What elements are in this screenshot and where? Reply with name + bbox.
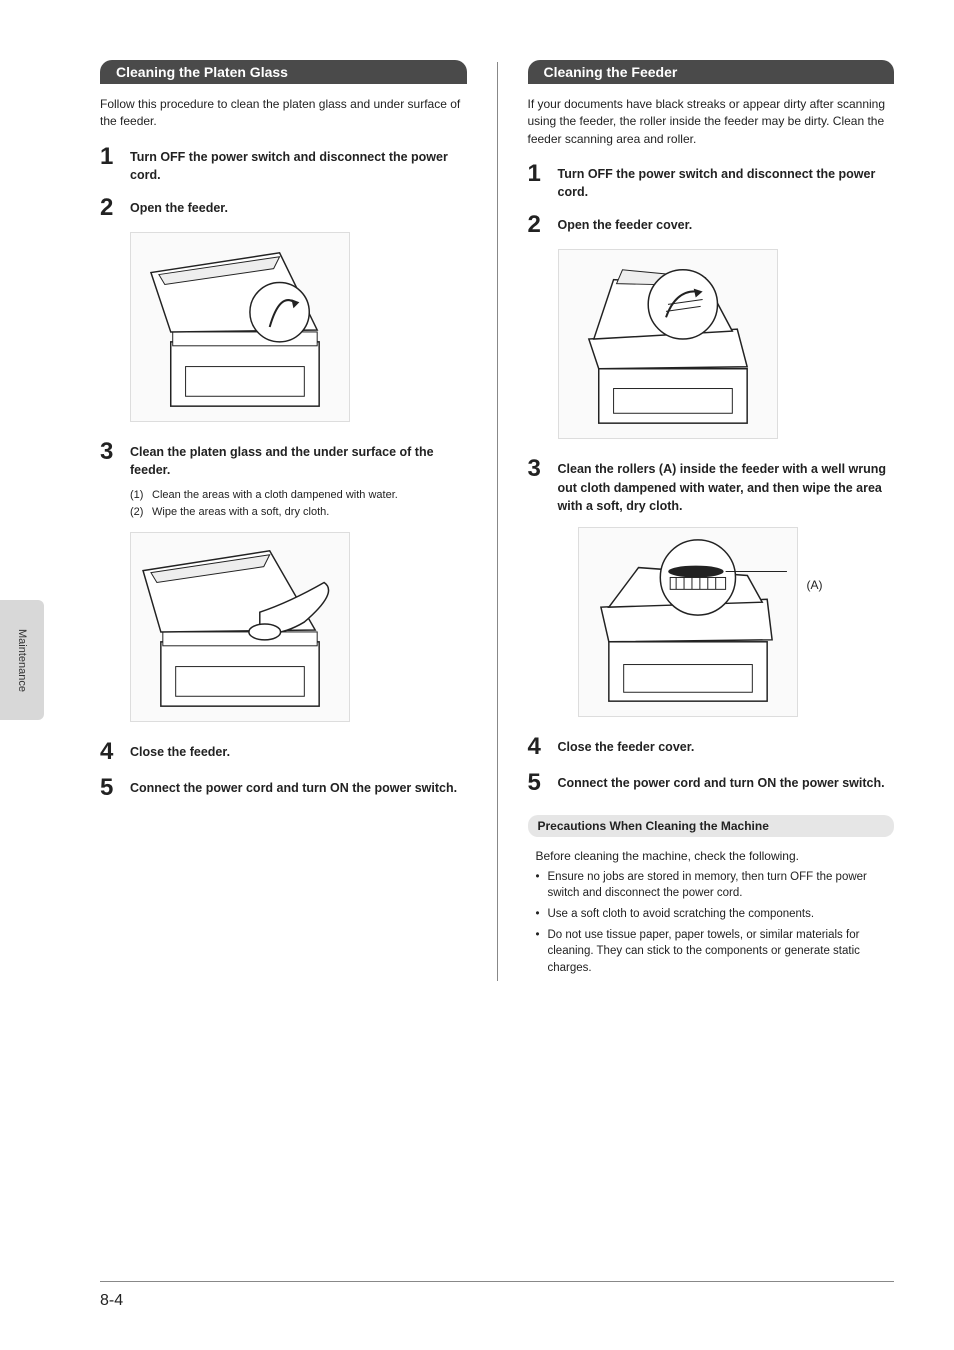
printer-open-feeder-icon <box>131 233 349 421</box>
step-number: 5 <box>100 776 130 800</box>
left-step-2: 2 Open the feeder. <box>100 196 467 220</box>
figure-open-feeder <box>130 232 350 422</box>
step-number: 2 <box>528 213 558 237</box>
printer-clean-platen-icon <box>131 533 349 721</box>
step-title: Turn OFF the power switch and disconnect… <box>130 148 467 184</box>
right-step-1: 1 Turn OFF the power switch and disconne… <box>528 162 895 201</box>
right-step-2: 2 Open the feeder cover. <box>528 213 895 237</box>
step-title: Clean the rollers (A) inside the feeder … <box>558 460 895 514</box>
left-step-3: 3 Clean the platen glass and the under s… <box>100 440 467 520</box>
printer-rollers-icon <box>579 528 797 716</box>
step-number: 2 <box>100 196 130 220</box>
figure-clean-platen <box>130 532 350 722</box>
two-column-layout: Cleaning the Platen Glass Follow this pr… <box>100 60 894 981</box>
left-intro: Follow this procedure to clean the plate… <box>100 96 467 131</box>
right-column: Cleaning the Feeder If your documents ha… <box>528 60 895 981</box>
footer-rule <box>100 1281 894 1282</box>
step-title: Open the feeder cover. <box>558 216 895 234</box>
right-step-3: 3 Clean the rollers (A) inside the feede… <box>528 457 895 514</box>
left-step-5: 5 Connect the power cord and turn ON the… <box>100 776 467 800</box>
right-step-4: 4 Close the feeder cover. <box>528 735 895 759</box>
precautions-item: Use a soft cloth to avoid scratching the… <box>536 906 895 923</box>
sub-n: (1) <box>130 487 152 504</box>
callout-a: (A) <box>807 578 823 592</box>
page: Cleaning the Platen Glass Follow this pr… <box>0 0 954 1350</box>
sub-n: (2) <box>130 504 152 521</box>
section-header-right: Cleaning the Feeder <box>528 60 895 84</box>
left-step-4: 4 Close the feeder. <box>100 740 467 764</box>
left-step-1: 1 Turn OFF the power switch and disconne… <box>100 145 467 184</box>
step-title: Connect the power cord and turn ON the p… <box>130 779 467 797</box>
step-number: 4 <box>528 735 558 759</box>
precautions-item: Ensure no jobs are stored in memory, the… <box>536 869 895 902</box>
precautions-title: Precautions When Cleaning the Machine <box>528 815 895 837</box>
figure-clean-rollers: (A) <box>578 527 798 717</box>
right-intro: If your documents have black streaks or … <box>528 96 895 148</box>
step-number: 3 <box>100 440 130 520</box>
step-number: 5 <box>528 771 558 795</box>
left-column: Cleaning the Platen Glass Follow this pr… <box>100 60 467 981</box>
step-number: 1 <box>100 145 130 184</box>
substeps: (1)Clean the areas with a cloth dampened… <box>130 487 467 520</box>
figure-open-feeder-cover <box>558 249 778 439</box>
right-step-5: 5 Connect the power cord and turn ON the… <box>528 771 895 795</box>
step-number: 1 <box>528 162 558 201</box>
step-title: Open the feeder. <box>130 199 467 217</box>
printer-feeder-cover-icon <box>559 250 777 438</box>
precautions-intro: Before cleaning the machine, check the f… <box>536 849 895 863</box>
precautions-item: Do not use tissue paper, paper towels, o… <box>536 927 895 977</box>
step-number: 3 <box>528 457 558 514</box>
step-title: Turn OFF the power switch and disconnect… <box>558 165 895 201</box>
section-header-left: Cleaning the Platen Glass <box>100 60 467 84</box>
page-number: 8-4 <box>100 1292 894 1310</box>
precautions-list: Ensure no jobs are stored in memory, the… <box>528 869 895 977</box>
step-title: Clean the platen glass and the under sur… <box>130 443 467 479</box>
step-title: Close the feeder. <box>130 743 467 761</box>
precautions-box: Precautions When Cleaning the Machine Be… <box>528 815 895 977</box>
footer: 8-4 <box>100 1281 894 1310</box>
sub-t: Wipe the areas with a soft, dry cloth. <box>152 504 329 521</box>
step-number: 4 <box>100 740 130 764</box>
column-divider <box>497 62 498 981</box>
step-title: Connect the power cord and turn ON the p… <box>558 774 895 792</box>
sub-t: Clean the areas with a cloth dampened wi… <box>152 487 398 504</box>
step-title: Close the feeder cover. <box>558 738 895 756</box>
